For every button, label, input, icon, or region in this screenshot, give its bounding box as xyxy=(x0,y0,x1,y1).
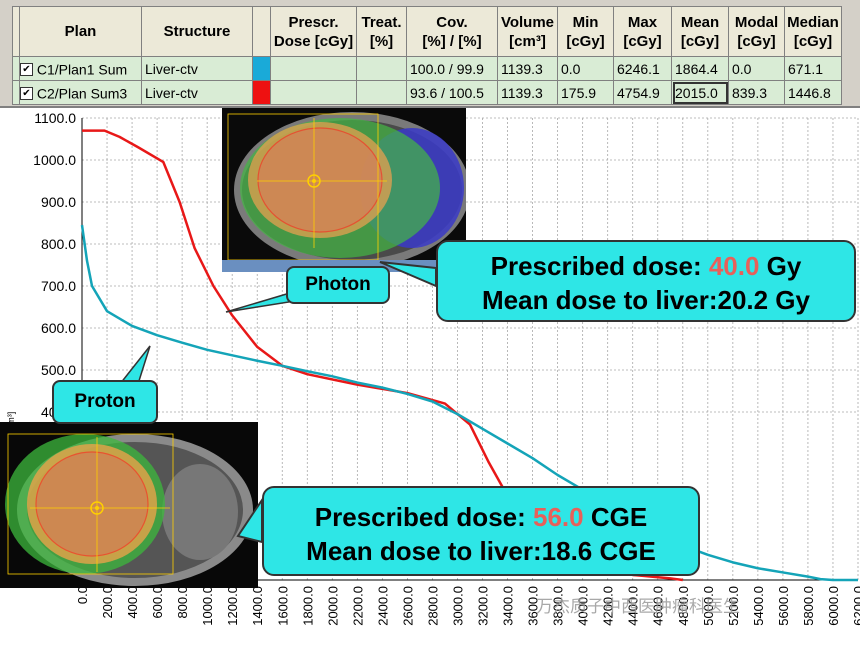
table-row[interactable]: ✔ C1/Plan1 Sum Liver-ctv 100.0 / 99.9 1139.… xyxy=(12,56,842,81)
x-tick-label: 2400.0 xyxy=(375,586,390,626)
x-tick-label: 6000.0 xyxy=(826,586,841,626)
median-cell: 1446.8 xyxy=(784,80,842,105)
column-header[interactable]: Prescr. Dose [cGy] xyxy=(270,6,357,57)
column-header[interactable]: Plan xyxy=(19,6,142,57)
column-header[interactable] xyxy=(252,6,271,57)
x-tick-label: 5200.0 xyxy=(726,586,741,626)
x-tick-label: 4600.0 xyxy=(651,586,666,626)
table-header-row: Plan Structure Prescr. Dose [cGy] Treat. [%… xyxy=(12,6,842,57)
watermark: 万杰质子中西医肿瘤科医生 xyxy=(536,597,740,617)
mean-cell: 2015.0 xyxy=(671,80,729,105)
column-header[interactable]: Max [cGy] xyxy=(613,6,672,57)
proton-dose-value: 56.0 xyxy=(533,502,584,532)
x-tick-label: 3400.0 xyxy=(501,586,516,626)
x-tick-label: 200.0 xyxy=(100,586,115,619)
volume-cell: 1139.3 xyxy=(497,56,558,81)
column-header[interactable]: Median [cGy] xyxy=(784,6,842,57)
x-tick-label: 5000.0 xyxy=(701,586,716,626)
proton-dose-overlay xyxy=(0,422,258,588)
x-tick-label: 1000.0 xyxy=(200,586,215,626)
plan-name: C2/Plan Sum3 xyxy=(33,85,128,102)
column-header[interactable]: Modal [cGy] xyxy=(728,6,785,57)
x-tick-label: 1600.0 xyxy=(275,586,290,626)
x-tick-label: 2200.0 xyxy=(350,586,365,626)
volume-cell: 1139.3 xyxy=(497,80,558,105)
x-tick-label: 4200.0 xyxy=(601,586,616,626)
column-header[interactable]: Min [cGy] xyxy=(557,6,614,57)
y-tick-label: 500.0 xyxy=(41,362,76,378)
proton-label: Proton xyxy=(52,380,158,424)
y-tick-label: 700.0 xyxy=(41,278,76,294)
prescr-cell xyxy=(270,56,357,81)
x-tick-label: 1400.0 xyxy=(250,586,265,626)
statistics-grid: Plan Structure Prescr. Dose [cGy] Treat. [%… xyxy=(12,6,842,105)
plan-cell[interactable]: ✔ C2/Plan Sum3 xyxy=(19,80,142,105)
plan-cell[interactable]: ✔ C1/Plan1 Sum xyxy=(19,56,142,81)
x-tick-label: 4800.0 xyxy=(676,586,691,626)
photon-label: Photon xyxy=(286,266,390,304)
structure-cell: Liver-ctv xyxy=(141,56,253,81)
x-tick-label: 2600.0 xyxy=(400,586,415,626)
x-tick-label: 600.0 xyxy=(150,586,165,619)
x-tick-label: 4400.0 xyxy=(626,586,641,626)
x-tick-label: 1800.0 xyxy=(300,586,315,626)
table-body: ✔ C1/Plan1 Sum Liver-ctv 100.0 / 99.9 1139.… xyxy=(12,56,842,105)
treat-cell xyxy=(356,80,407,105)
plan-name: C1/Plan1 Sum xyxy=(33,61,128,78)
y-tick-label: 600.0 xyxy=(41,320,76,336)
x-tick-label: 5800.0 xyxy=(801,586,816,626)
dvh-statistics-table: Plan Structure Prescr. Dose [cGy] Treat. [%… xyxy=(0,0,860,108)
x-tick-label: 1200.0 xyxy=(225,586,240,626)
x-tick-label: 2800.0 xyxy=(425,586,440,626)
x-tick-label: 3800.0 xyxy=(551,586,566,626)
proton-dose-callout: Prescribed dose: 56.0 CGE Mean dose to l… xyxy=(262,486,700,576)
column-header[interactable]: Treat. [%] xyxy=(356,6,407,57)
median-cell: 671.1 xyxy=(784,56,842,81)
max-cell: 6246.1 xyxy=(613,56,672,81)
column-header[interactable]: Mean [cGy] xyxy=(671,6,729,57)
x-tick-label: 5400.0 xyxy=(751,586,766,626)
y-tick-label: 1000.0 xyxy=(33,152,76,168)
table-row[interactable]: ✔ C2/Plan Sum3 Liver-ctv 93.6 / 100.5 1139.… xyxy=(12,80,842,105)
treat-cell xyxy=(356,56,407,81)
column-header[interactable]: Cov. [%] / [%] xyxy=(406,6,498,57)
x-tick-label: 3600.0 xyxy=(526,586,541,626)
mean-cell: 1864.4 xyxy=(671,56,729,81)
x-tick-label: 0.0 xyxy=(75,586,90,604)
x-tick-label: 400.0 xyxy=(125,586,140,619)
photon-dose-overlay xyxy=(222,108,466,272)
plan-checkbox[interactable]: ✔ xyxy=(20,86,33,100)
y-tick-label: 900.0 xyxy=(41,194,76,210)
modal-cell: 839.3 xyxy=(728,80,785,105)
max-cell: 4754.9 xyxy=(613,80,672,105)
x-tick-label: 6200.0 xyxy=(851,586,860,626)
y-tick-label: 800.0 xyxy=(41,236,76,252)
dvh-curve-1 xyxy=(80,224,858,582)
photon-dose-value: 40.0 xyxy=(708,251,760,281)
y-tick-label: 1100.0 xyxy=(34,110,76,126)
photon-dose-callout: Prescribed dose: 40.0 Gy Mean dose to li… xyxy=(436,240,856,322)
prescr-cell xyxy=(270,80,357,105)
x-tick-label: 4000.0 xyxy=(576,586,591,626)
min-cell: 175.9 xyxy=(557,80,614,105)
photon-prescribed-dose: Prescribed dose: 40.0 Gy xyxy=(490,251,802,281)
proton-ct-image xyxy=(0,422,258,588)
x-tick-label: 3200.0 xyxy=(476,586,491,626)
column-header[interactable]: Structure xyxy=(141,6,253,57)
modal-cell: 0.0 xyxy=(728,56,785,81)
min-cell: 0.0 xyxy=(557,56,614,81)
proton-prescribed-dose: Prescribed dose: 56.0 CGE xyxy=(314,502,648,532)
proton-mean-dose: Mean dose to liver:18.6 CGE xyxy=(306,536,656,566)
x-tick-label: 5600.0 xyxy=(776,586,791,626)
cov-cell: 93.6 / 100.5 xyxy=(406,80,498,105)
structure-color-swatch[interactable] xyxy=(252,80,271,105)
x-tick-label: 3000.0 xyxy=(450,586,465,626)
column-header[interactable]: Volume [cm³] xyxy=(497,6,558,57)
x-tick-label: 2000.0 xyxy=(325,586,340,626)
plan-checkbox[interactable]: ✔ xyxy=(20,62,33,76)
photon-mean-dose: Mean dose to liver:20.2 Gy xyxy=(481,285,810,315)
photon-ct-image xyxy=(222,108,466,272)
x-tick-label: 800.0 xyxy=(175,586,190,619)
